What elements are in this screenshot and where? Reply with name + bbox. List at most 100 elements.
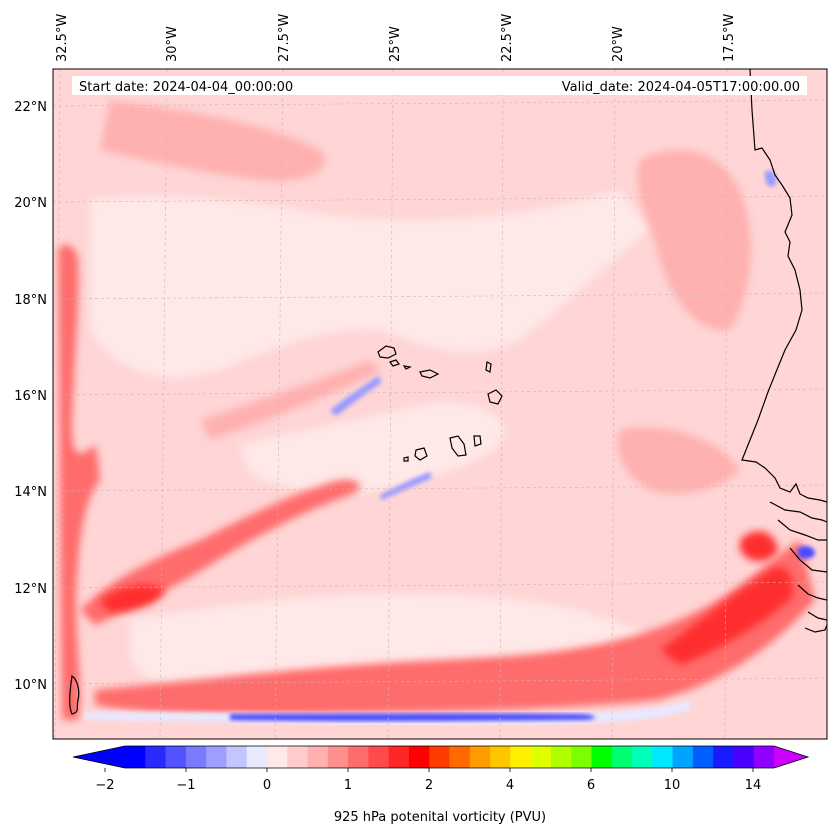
coast-detail-1: [769, 501, 827, 523]
colorbar-tick-label: 0: [263, 778, 271, 793]
pv-max-core-southeast: [660, 567, 794, 665]
colorbar-tick-label: 14: [745, 778, 762, 793]
island-santo-antao: [377, 345, 397, 359]
colorbar-outline: [72, 745, 810, 769]
colorbar-tick-labels: −2 −1 0 1 2 4 6 10 14: [95, 778, 761, 793]
plot-frame: [52, 68, 828, 740]
colorbar-segment: [571, 746, 592, 768]
lat-tick-label: 12°N: [14, 582, 47, 597]
pv-strong-band-south: [95, 540, 815, 716]
lat-tick-label: 14°N: [14, 485, 47, 500]
colorbar-segment: [266, 746, 288, 768]
colorbar-tick-label: 1: [344, 778, 352, 793]
cape-verde-islands: [377, 345, 503, 462]
lon-tick-label: 30°W: [165, 26, 180, 62]
gridlines: [53, 69, 827, 739]
colorbar-segment: [408, 746, 430, 768]
colorbar-segment: [469, 746, 491, 768]
pv-max-core-west: [100, 584, 165, 612]
lat-tick-label: 16°N: [14, 389, 47, 404]
island-fogo: [414, 447, 428, 461]
lat-tick-label: 22°N: [14, 100, 47, 115]
island-brava: [403, 456, 409, 462]
colorbar-segment: [246, 746, 268, 768]
pv-negative-streak-mid: [330, 376, 382, 416]
colorbar-segment: [125, 746, 146, 768]
colorbar-segment: [449, 746, 471, 768]
island-boa-vista: [487, 389, 503, 405]
colorbar-segment: [510, 746, 532, 768]
colorbar: −2 −1 0 1 2 4 6 10 14 925 hPa potenital …: [72, 745, 810, 825]
colorbar-tick-label: 6: [587, 778, 595, 793]
colorbar-tick-label: 2: [425, 778, 433, 793]
colorbar-tick-label: −1: [176, 778, 195, 793]
pv-medium-band-mid: [200, 360, 380, 440]
colorbar-segment: [287, 746, 308, 768]
coast-detail-6: [804, 624, 827, 633]
island-sao-vicente: [389, 359, 400, 367]
colorbar-title: 925 hPa potenital vorticity (PVU): [334, 810, 546, 825]
colorbar-segment: [632, 746, 653, 768]
colorbar-tick-label: 4: [506, 778, 514, 793]
lat-tick-label: 20°N: [14, 196, 47, 211]
pv-medium-patch-ne: [637, 150, 751, 331]
lon-tick-label: 27.5°W: [277, 14, 292, 62]
colorbar-segment: [672, 746, 694, 768]
coast-detail-2: [777, 519, 827, 541]
pv-negative-streak-east: [380, 472, 432, 500]
lon-tick-label: 22.5°W: [500, 14, 515, 62]
colorbar-segment: [692, 746, 714, 768]
island-maio: [473, 435, 482, 447]
colorbar-ticks: [104, 768, 754, 772]
coast-detail-4: [797, 584, 827, 601]
colorbar-segment: [429, 746, 450, 768]
coast-west-sliver: [69, 674, 80, 715]
colorbar-segment: [733, 746, 755, 768]
lon-tick-label: 25°W: [388, 26, 403, 62]
colorbar-segment: [226, 746, 248, 768]
colorbar-segment: [753, 746, 775, 768]
start-date-text: Start date: 2024-04-04_00:00:00: [79, 80, 293, 95]
colorbar-segment: [368, 746, 390, 768]
colorbar-segment: [165, 746, 187, 768]
pv-negative-blob-north: [764, 170, 777, 187]
colorbar-segments: [125, 746, 775, 768]
colorbar-tick-label: 10: [664, 778, 681, 793]
longitude-labels: 32.5°W 30°W 27.5°W 25°W 22.5°W 20°W 17.5…: [55, 14, 737, 62]
colorbar-segment: [652, 746, 673, 768]
latitude-labels: 22°N 20°N 18°N 16°N 14°N 12°N 10°N: [14, 100, 47, 693]
pv-negative-blob-coast: [798, 546, 815, 559]
coast-detail-3: [789, 547, 827, 573]
colorbar-segment: [206, 746, 227, 768]
colorbar-segment: [713, 746, 734, 768]
island-santa-luzia: [402, 365, 412, 370]
colorbar-segment: [550, 746, 572, 768]
pv-max-core-east: [740, 531, 778, 562]
pv-field: [53, 69, 827, 739]
valid-date-text: Valid_date: 2024-04-05T17:00:00.00: [562, 80, 800, 95]
africa-coastline: [741, 69, 827, 503]
pv-light-region-central: [240, 402, 506, 495]
colorbar-segment: [327, 746, 349, 768]
colorbar-segment: [145, 746, 166, 768]
island-santiago: [449, 435, 467, 457]
pv-strong-strip-west: [58, 244, 100, 720]
lon-tick-label: 20°W: [611, 26, 626, 62]
pv-medium-patch-e: [617, 427, 740, 494]
colorbar-segment: [348, 746, 369, 768]
lon-tick-label: 17.5°W: [722, 14, 737, 62]
colorbar-segment: [530, 746, 552, 768]
pv-medium-patch-nw: [100, 100, 326, 181]
pv-light-region-north: [90, 190, 650, 378]
lat-tick-label: 10°N: [14, 678, 47, 693]
colorbar-segment: [591, 746, 613, 768]
colorbar-segment: [490, 746, 511, 768]
colorbar-segment: [388, 746, 410, 768]
island-sao-nicolau: [419, 369, 440, 379]
island-sal: [485, 361, 492, 373]
lat-tick-label: 18°N: [14, 293, 47, 308]
lon-tick-label: 32.5°W: [55, 14, 70, 62]
colorbar-tick-label: −2: [95, 778, 114, 793]
colorbar-over-arrow: [774, 746, 808, 768]
